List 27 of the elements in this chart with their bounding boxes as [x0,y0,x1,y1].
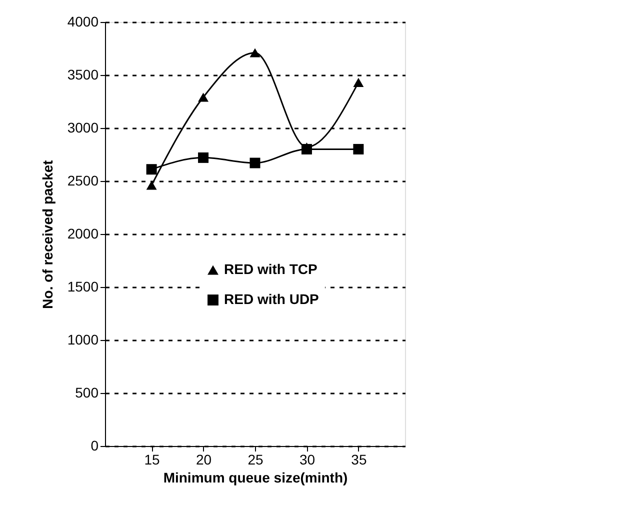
point [146,180,157,190]
y-tick-label: 500 [75,384,99,400]
y-tick-label: 0 [90,438,99,454]
point [353,144,364,154]
y-tick-label: 2500 [67,172,99,188]
point [198,92,209,102]
x-tick-label: 15 [144,452,160,468]
y-tick-label: 3500 [67,66,99,82]
y-tick-label: 3000 [67,120,99,136]
x-tick-label: 30 [299,452,316,468]
x-tick-label: 20 [196,452,212,468]
legend-label: RED with UDP [224,291,319,307]
point [146,164,157,175]
y-axis-title: No. of received packet [39,160,56,309]
legend-label: RED with TCP [224,261,318,277]
point [353,78,364,87]
point [301,144,312,154]
y-tick-label: 4000 [67,14,99,30]
point [250,158,260,168]
y-tick-label: 1500 [67,278,99,294]
point [250,48,260,58]
y-tick-label: 1000 [67,332,99,348]
point [198,152,209,163]
y-tick-label: 2000 [67,226,99,242]
x-tick-label: 35 [351,452,367,468]
x-tick-label: 25 [248,452,264,468]
x-axis-title: Minimum queue size(minth) [163,470,348,486]
